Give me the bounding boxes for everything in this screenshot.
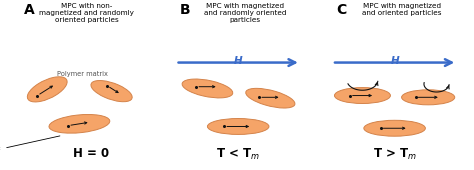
Ellipse shape xyxy=(91,81,132,102)
Text: MPC with non-
magnetized and randomly
oriented particles: MPC with non- magnetized and randomly or… xyxy=(39,3,134,23)
Text: B: B xyxy=(180,3,190,17)
Text: H: H xyxy=(390,56,399,66)
Ellipse shape xyxy=(335,88,391,104)
Text: MPC with magnetized
and randomly oriented
particles: MPC with magnetized and randomly oriente… xyxy=(204,3,286,23)
Text: H: H xyxy=(234,56,243,66)
Ellipse shape xyxy=(27,77,67,102)
Text: H = 0: H = 0 xyxy=(73,147,109,160)
Ellipse shape xyxy=(246,88,295,108)
Text: T < T$_m$: T < T$_m$ xyxy=(216,147,260,163)
Ellipse shape xyxy=(401,90,455,105)
Ellipse shape xyxy=(49,114,110,133)
Text: T > T$_m$: T > T$_m$ xyxy=(373,147,417,163)
Text: MPC with magnetized
and oriented particles: MPC with magnetized and oriented particl… xyxy=(362,3,441,16)
Ellipse shape xyxy=(364,120,425,136)
Text: Magnetic
particles: Magnetic particles xyxy=(0,136,60,157)
Text: A: A xyxy=(23,3,34,17)
Ellipse shape xyxy=(208,118,269,134)
Text: Polymer matrix: Polymer matrix xyxy=(57,71,108,77)
Text: C: C xyxy=(336,3,346,17)
Ellipse shape xyxy=(182,79,233,98)
